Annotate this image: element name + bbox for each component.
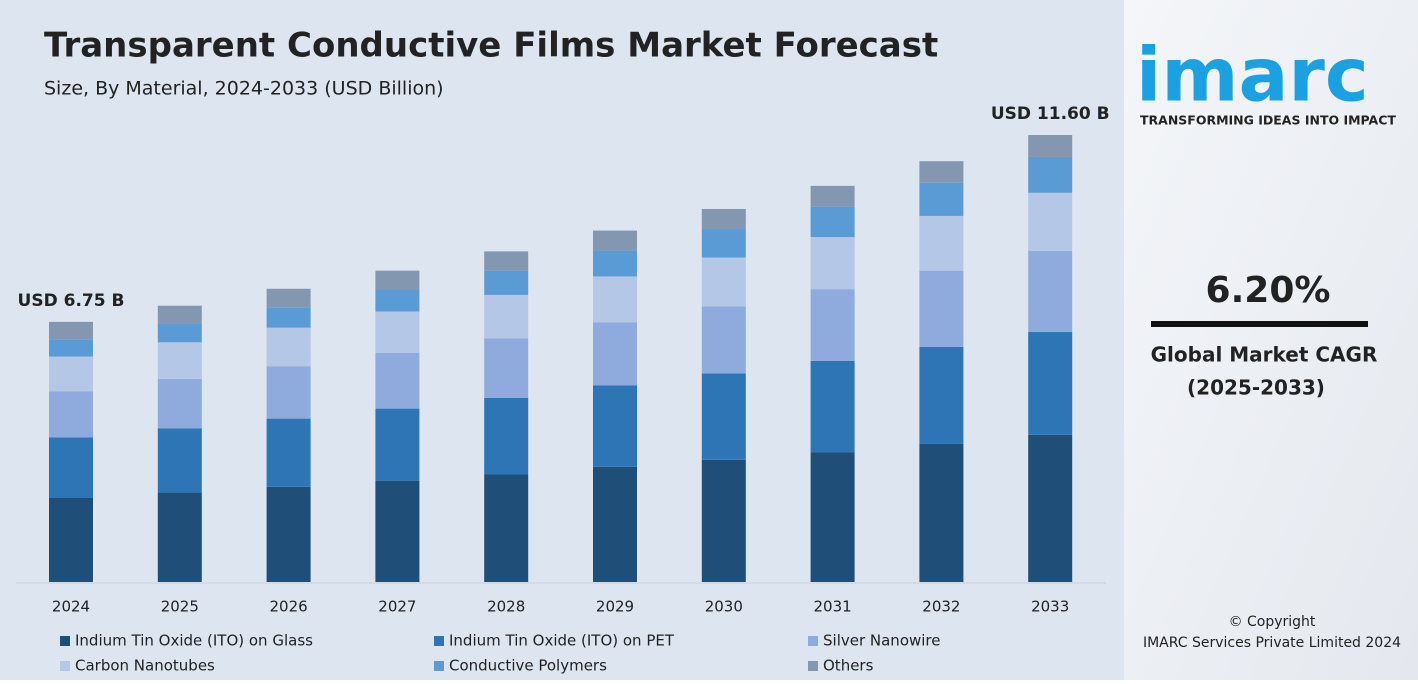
legend-label: Conductive Polymers bbox=[449, 657, 607, 675]
x-tick-label: 2029 bbox=[596, 598, 634, 616]
x-tick-label: 2024 bbox=[52, 598, 90, 616]
bar-segment bbox=[266, 418, 311, 487]
bar-segment bbox=[593, 250, 637, 277]
bar-segment bbox=[701, 373, 746, 460]
company: IMARC Services Private Limited 2024 bbox=[1143, 635, 1401, 651]
bar-segment bbox=[157, 378, 202, 429]
chart-title: Transparent Conductive Films Market Fore… bbox=[44, 26, 938, 66]
copyright: © Copyright bbox=[1229, 614, 1316, 630]
bar-segment bbox=[49, 497, 93, 582]
legend-swatch bbox=[808, 661, 818, 671]
bar-segment bbox=[1028, 331, 1073, 435]
bar-segment bbox=[484, 294, 529, 339]
bar-segment bbox=[593, 230, 637, 251]
bar-segment bbox=[1028, 156, 1073, 193]
bar-segment bbox=[919, 346, 964, 444]
bar-segment bbox=[157, 342, 202, 379]
x-tick-label: 2033 bbox=[1031, 598, 1069, 616]
bar-segment bbox=[701, 306, 746, 374]
bar-segment bbox=[375, 480, 420, 582]
chart-subtitle: Size, By Material, 2024-2033 (USD Billio… bbox=[44, 78, 444, 100]
bar-segment bbox=[701, 208, 746, 230]
bar-segment bbox=[1028, 192, 1073, 251]
x-tick-label: 2025 bbox=[161, 598, 199, 616]
bar-segment bbox=[157, 305, 202, 324]
total-label: USD 11.60 B bbox=[991, 104, 1110, 124]
tagline: TRANSFORMING IDEAS INTO IMPACT bbox=[1140, 113, 1396, 128]
bar-segment bbox=[810, 206, 855, 238]
x-tick-label: 2026 bbox=[270, 598, 308, 616]
bar-segment bbox=[484, 270, 529, 295]
legend-swatch bbox=[60, 636, 70, 646]
bar-segment bbox=[593, 276, 637, 323]
bar-segment bbox=[810, 185, 855, 207]
bar-segment bbox=[1028, 434, 1073, 582]
bar-segment bbox=[593, 322, 637, 386]
bar-segment bbox=[266, 327, 311, 367]
x-tick-label: 2030 bbox=[705, 598, 743, 616]
bar-segment bbox=[919, 270, 964, 347]
bar-segment bbox=[266, 288, 311, 308]
bar-segment bbox=[157, 492, 202, 582]
bar-segment bbox=[484, 338, 529, 398]
bar-segment bbox=[157, 323, 202, 343]
bar-segment bbox=[593, 466, 637, 582]
bar-segment bbox=[919, 182, 964, 216]
bar-segment bbox=[810, 452, 855, 582]
bar-segment bbox=[701, 459, 746, 582]
bar-segment bbox=[810, 289, 855, 361]
bar-segment bbox=[701, 257, 746, 307]
x-tick-label: 2032 bbox=[922, 598, 960, 616]
logo: imarc bbox=[1136, 33, 1369, 119]
x-tick-label: 2027 bbox=[378, 598, 416, 616]
bar-segment bbox=[1028, 135, 1073, 157]
legend-label: Silver Nanowire bbox=[823, 632, 941, 650]
bar-segment bbox=[484, 397, 529, 475]
bar-segment bbox=[266, 366, 311, 419]
bar-segment bbox=[49, 437, 93, 498]
divider bbox=[1151, 321, 1368, 327]
legend-swatch bbox=[434, 636, 444, 646]
legend-label: Carbon Nanotubes bbox=[75, 657, 215, 675]
legend-label: Indium Tin Oxide (ITO) on PET bbox=[449, 632, 675, 650]
bar-segment bbox=[919, 215, 964, 271]
sidebar-background bbox=[1124, 0, 1418, 680]
legend-label: Indium Tin Oxide (ITO) on Glass bbox=[75, 632, 313, 650]
bar-segment bbox=[919, 161, 964, 183]
bar-segment bbox=[49, 321, 93, 340]
bar-segment bbox=[375, 408, 420, 481]
bar-segment bbox=[375, 352, 420, 409]
bar-segment bbox=[375, 270, 420, 290]
bar-segment bbox=[266, 486, 311, 582]
bar-segment bbox=[375, 289, 420, 312]
bar-segment bbox=[49, 339, 93, 357]
x-tick-label: 2031 bbox=[814, 598, 852, 616]
bar-segment bbox=[157, 428, 202, 493]
bar-segment bbox=[1028, 250, 1073, 332]
bar-segment bbox=[810, 360, 855, 453]
bar-segment bbox=[701, 229, 746, 258]
cagr-value: 6.20% bbox=[1206, 270, 1331, 311]
legend-swatch bbox=[808, 636, 818, 646]
bar-segment bbox=[266, 307, 311, 328]
bar-segment bbox=[484, 474, 529, 582]
x-tick-label: 2028 bbox=[487, 598, 525, 616]
bar-segment bbox=[919, 443, 964, 582]
cagr-period: (2025-2033) bbox=[1187, 376, 1325, 400]
legend-label: Others bbox=[823, 657, 874, 675]
legend-swatch bbox=[434, 661, 444, 671]
bar-segment bbox=[49, 356, 93, 392]
cagr-label: Global Market CAGR bbox=[1151, 343, 1378, 367]
bar-segment bbox=[49, 391, 93, 438]
bar-segment bbox=[810, 237, 855, 290]
bar-segment bbox=[375, 311, 420, 353]
bar-segment bbox=[484, 251, 529, 271]
bar-segment bbox=[593, 385, 637, 467]
legend-swatch bbox=[60, 661, 70, 671]
total-label: USD 6.75 B bbox=[18, 291, 125, 311]
